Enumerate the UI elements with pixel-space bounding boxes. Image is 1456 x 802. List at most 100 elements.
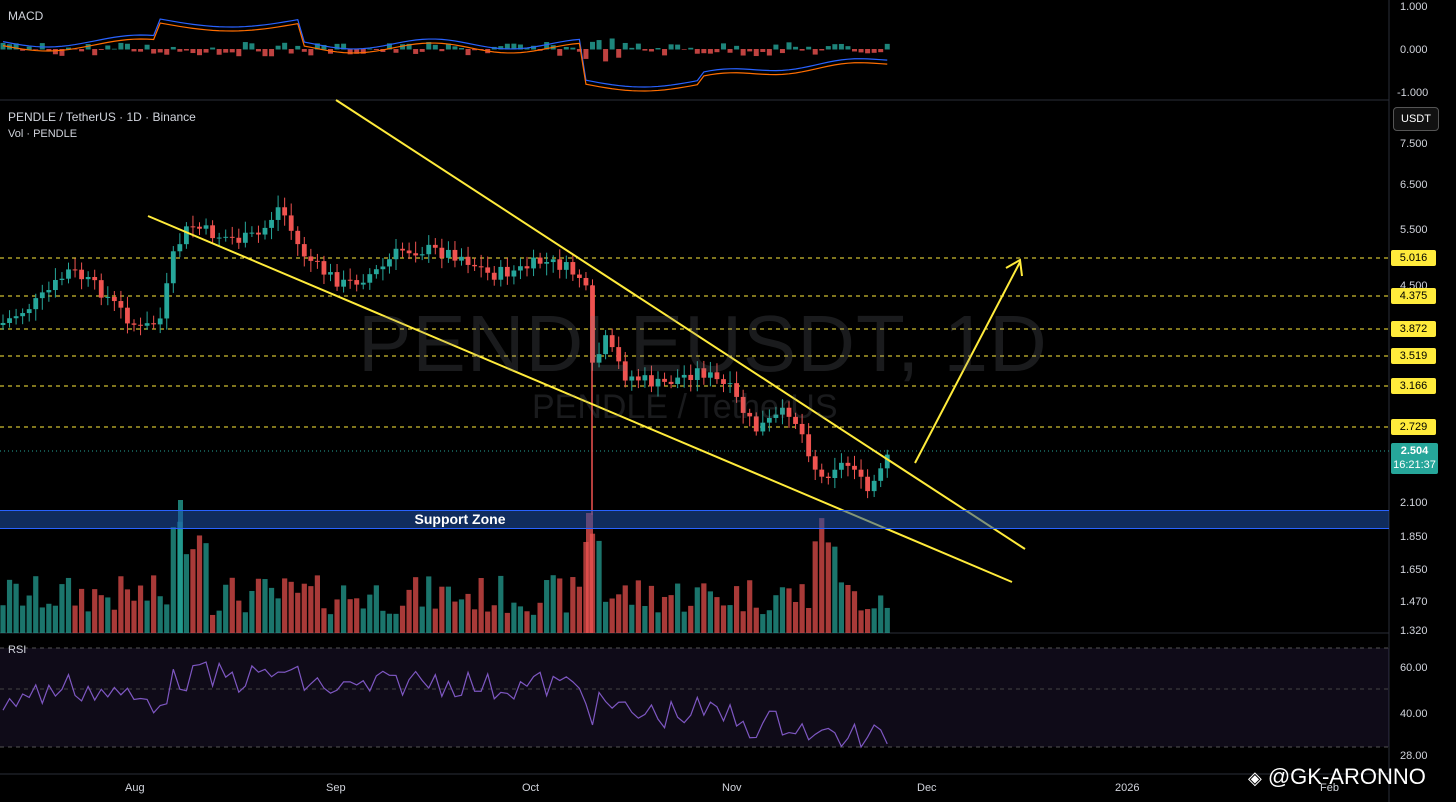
candle-body <box>144 323 150 326</box>
volume-bar <box>504 612 510 633</box>
candle-body <box>642 375 648 381</box>
volume-bar <box>583 541 589 633</box>
spike-volume <box>178 500 183 633</box>
candle-body <box>635 376 641 381</box>
candle-body <box>655 378 661 387</box>
level-tag[interactable]: 2.729 <box>1391 419 1436 435</box>
candle-body <box>236 237 242 243</box>
candle-body <box>131 323 137 325</box>
upper-trendline <box>335 99 1026 550</box>
candle-body <box>177 244 183 252</box>
macd-histogram-bar <box>249 43 255 50</box>
volume-bar <box>295 592 301 633</box>
candle-body <box>485 267 491 273</box>
currency-button[interactable]: USDT <box>1393 107 1439 131</box>
volume-bar <box>642 606 648 633</box>
candle-body <box>662 378 667 382</box>
level-tag[interactable]: 4.375 <box>1391 288 1436 304</box>
time-tick: Feb <box>1320 782 1339 794</box>
candle-body <box>773 414 779 418</box>
macd-histogram-bar <box>472 49 478 51</box>
macd-histogram-bar <box>170 46 176 50</box>
candle-body <box>295 230 301 245</box>
volume-bar <box>485 611 491 633</box>
macd-histogram-bar <box>616 49 622 58</box>
volume-bar <box>517 606 524 633</box>
volume-bar <box>85 611 91 633</box>
symbol-title[interactable]: PENDLE / TetherUS · 1D · Binance <box>8 110 196 124</box>
volume-bar <box>216 610 222 633</box>
volume-bar <box>354 598 360 633</box>
candle-body <box>301 244 307 257</box>
candle-body <box>26 309 32 314</box>
volume-bar <box>39 607 45 633</box>
macd-legend[interactable]: MACD <box>8 9 44 23</box>
macd-tick: -1.000 <box>1397 87 1429 99</box>
level-tag[interactable]: 5.016 <box>1391 250 1436 266</box>
candle-body <box>380 266 386 270</box>
rsi-legend[interactable]: RSI <box>8 644 27 656</box>
volume-bar <box>740 611 746 633</box>
level-tag[interactable]: 3.519 <box>1391 348 1436 364</box>
rsi-band <box>0 648 1389 747</box>
candle-body <box>740 396 746 413</box>
candle-body <box>7 318 12 323</box>
volume-bar <box>707 591 713 633</box>
last-price-tag[interactable]: 2.504 16:21:37 <box>1391 443 1438 474</box>
macd-histogram-bar <box>845 46 851 50</box>
time-tick: Nov <box>722 782 742 794</box>
breakout-arrow-head <box>1005 258 1023 277</box>
macd-histogram-bar <box>138 49 144 52</box>
price-candles <box>0 195 890 515</box>
volume-bar <box>511 602 517 633</box>
macd-histogram-bar <box>865 49 871 54</box>
macd-histogram-bar <box>688 47 694 50</box>
candle-body <box>452 249 458 261</box>
volume-bar <box>118 576 124 633</box>
volume-bar <box>308 586 314 633</box>
volume-bar <box>255 578 262 633</box>
volume-bar <box>190 549 196 633</box>
candle-body <box>832 469 838 478</box>
macd-histogram-bar <box>164 49 170 55</box>
volume-bar <box>734 586 740 633</box>
macd-histogram-bar <box>544 42 550 50</box>
macd-histogram-bar <box>210 47 216 50</box>
candle-body <box>714 372 720 380</box>
volume-bar <box>629 604 635 633</box>
macd-histogram-bar <box>360 49 366 54</box>
volume-bar <box>760 614 766 633</box>
candle-body <box>681 374 687 378</box>
macd-histogram-bar <box>707 49 713 54</box>
candle-body <box>59 278 65 280</box>
volume-bar <box>720 605 727 633</box>
volume-bar <box>33 576 39 633</box>
support-zone-label: Support Zone <box>414 511 506 527</box>
level-tag[interactable]: 3.166 <box>1391 378 1436 394</box>
macd-histogram-bar <box>576 49 582 52</box>
volume-bar <box>26 595 32 633</box>
candle-body <box>53 279 58 291</box>
macd-histogram-bar <box>321 44 327 50</box>
macd-histogram-bar <box>609 38 615 50</box>
volume-bar <box>701 583 707 633</box>
candle-body <box>583 277 589 286</box>
macd-histogram-bar <box>603 49 609 62</box>
volume-bar <box>360 608 366 633</box>
candle-body <box>249 232 255 234</box>
level-tag[interactable]: 3.872 <box>1391 321 1436 337</box>
candle-body <box>315 260 320 262</box>
macd-histogram-bar <box>642 49 648 51</box>
macd-histogram-bar <box>511 43 517 50</box>
volume-bar <box>111 609 117 633</box>
volume-bar <box>419 606 425 633</box>
volume-legend[interactable]: Vol · PENDLE <box>8 128 78 140</box>
candle-body <box>203 225 209 229</box>
candle-body <box>531 257 536 269</box>
support-zone[interactable]: Support Zone <box>0 510 1389 529</box>
volume-bar <box>6 579 13 633</box>
candle-body <box>288 215 294 231</box>
volume-bar <box>445 586 451 633</box>
